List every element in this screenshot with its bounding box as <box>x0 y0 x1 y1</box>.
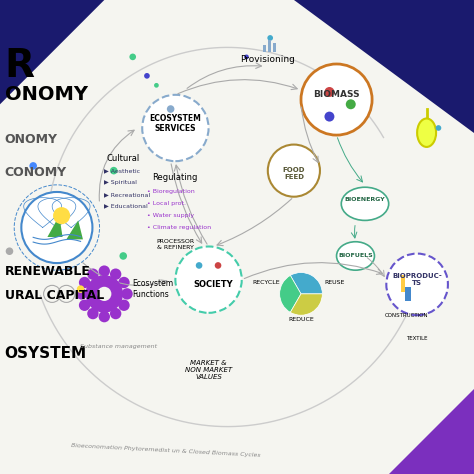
Text: CONOMY: CONOMY <box>5 166 67 179</box>
Text: ECOSYSTEM
SERVICES: ECOSYSTEM SERVICES <box>149 114 201 133</box>
Text: BIOPRODUC-
TS: BIOPRODUC- TS <box>392 273 442 286</box>
Text: ▶ Aesthetic: ▶ Aesthetic <box>104 168 140 173</box>
Circle shape <box>118 277 130 288</box>
Circle shape <box>196 262 202 269</box>
Circle shape <box>99 265 110 277</box>
Circle shape <box>142 95 209 161</box>
Text: ONOMY: ONOMY <box>5 133 58 146</box>
Text: Regulating: Regulating <box>152 173 197 182</box>
Text: Cultural: Cultural <box>107 155 140 163</box>
Bar <box>268 40 271 52</box>
Circle shape <box>53 207 70 224</box>
Circle shape <box>267 35 273 41</box>
Circle shape <box>386 254 448 315</box>
Polygon shape <box>47 216 63 237</box>
Text: BIOFUELS: BIOFUELS <box>338 254 373 258</box>
Text: • Local prot.: • Local prot. <box>147 201 186 206</box>
Circle shape <box>167 105 174 113</box>
Circle shape <box>154 83 159 88</box>
Text: REUSE: REUSE <box>325 280 345 284</box>
Bar <box>401 275 405 292</box>
Text: MARKET &
NON MARKET
VALUES: MARKET & NON MARKET VALUES <box>185 360 232 380</box>
Circle shape <box>110 167 118 174</box>
Bar <box>263 45 266 52</box>
Text: R: R <box>5 47 35 85</box>
Text: REDUCE: REDUCE <box>288 318 314 322</box>
Circle shape <box>119 252 127 260</box>
Circle shape <box>301 64 372 135</box>
Circle shape <box>21 192 92 263</box>
Circle shape <box>144 73 150 79</box>
Ellipse shape <box>337 242 374 270</box>
Circle shape <box>99 311 110 322</box>
Circle shape <box>436 125 441 131</box>
Text: SOCIETY: SOCIETY <box>193 280 233 289</box>
Circle shape <box>244 55 249 59</box>
Circle shape <box>346 99 356 109</box>
Circle shape <box>121 288 133 300</box>
Circle shape <box>79 300 90 311</box>
Circle shape <box>175 246 242 313</box>
Text: URAL CAPITAL: URAL CAPITAL <box>5 289 104 302</box>
Text: • Bioregulation: • Bioregulation <box>147 190 195 194</box>
Circle shape <box>86 276 122 312</box>
Ellipse shape <box>417 118 436 147</box>
Text: TEXTILE: TEXTILE <box>406 337 428 341</box>
Circle shape <box>87 308 99 319</box>
Polygon shape <box>389 389 474 474</box>
Text: Ecosystem
Functions: Ecosystem Functions <box>133 280 174 299</box>
Circle shape <box>324 87 334 97</box>
Text: ▶ Spiritual: ▶ Spiritual <box>104 180 137 185</box>
Circle shape <box>29 162 37 170</box>
Text: ▶ Recreational: ▶ Recreational <box>104 192 150 197</box>
Text: • Climate regulation: • Climate regulation <box>147 225 211 230</box>
Circle shape <box>97 287 111 301</box>
Text: Provisioning: Provisioning <box>240 55 295 64</box>
Text: RECYCLE: RECYCLE <box>252 280 280 284</box>
Text: ONOMY: ONOMY <box>5 85 88 104</box>
Ellipse shape <box>341 187 389 220</box>
Text: PROCESSOR
& REFINERY: PROCESSOR & REFINERY <box>156 239 194 249</box>
Circle shape <box>110 308 121 319</box>
Polygon shape <box>294 0 474 133</box>
Circle shape <box>110 268 121 280</box>
Text: Bioeconomation Phytoremedist un & Closed Biomass Cycles: Bioeconomation Phytoremedist un & Closed… <box>71 443 261 458</box>
Bar <box>405 287 411 301</box>
Text: RENEWABLE: RENEWABLE <box>5 265 91 278</box>
Circle shape <box>6 247 13 255</box>
Text: ▶ Educational: ▶ Educational <box>104 204 148 209</box>
Text: FOOD
FEED: FOOD FEED <box>283 166 305 180</box>
Circle shape <box>324 111 334 121</box>
Text: BIOENERGY: BIOENERGY <box>345 197 385 201</box>
Circle shape <box>79 277 90 288</box>
Wedge shape <box>290 294 322 315</box>
Circle shape <box>129 54 136 60</box>
Wedge shape <box>290 273 322 294</box>
Circle shape <box>76 288 87 300</box>
Text: BIOMASS: BIOMASS <box>313 91 360 99</box>
Polygon shape <box>66 220 83 239</box>
Text: CONSTRUCTION: CONSTRUCTION <box>385 313 428 318</box>
Text: Substance management: Substance management <box>80 344 157 348</box>
Bar <box>273 43 276 52</box>
Circle shape <box>268 145 320 197</box>
Circle shape <box>77 285 84 293</box>
Wedge shape <box>280 275 301 312</box>
Circle shape <box>215 262 221 269</box>
Circle shape <box>118 300 130 311</box>
Circle shape <box>87 268 99 280</box>
Text: • Water supply: • Water supply <box>147 213 194 218</box>
Text: OSYSTEM: OSYSTEM <box>5 346 87 361</box>
Polygon shape <box>0 0 104 104</box>
